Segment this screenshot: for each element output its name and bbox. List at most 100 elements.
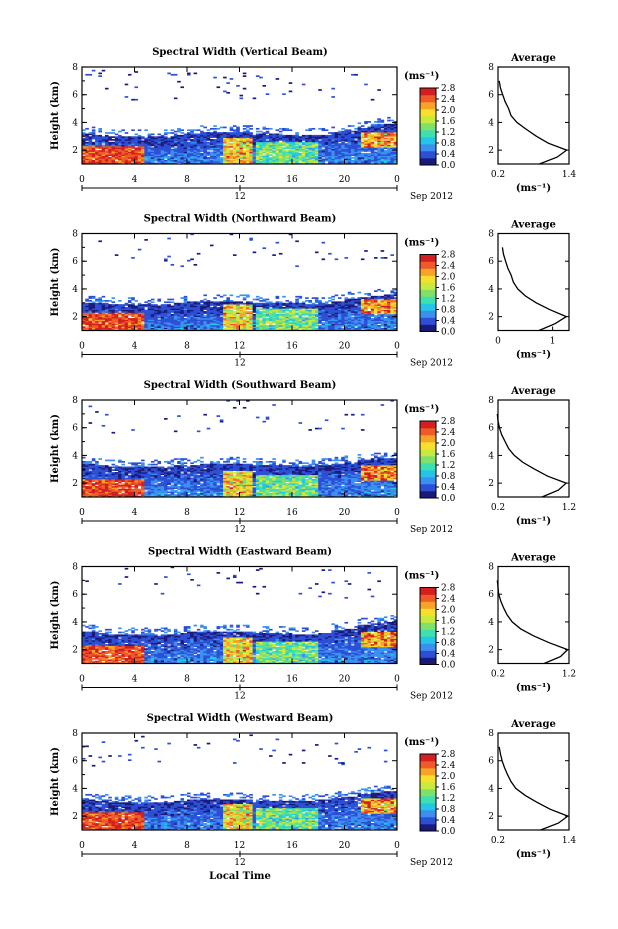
heatmap-cell (137, 143, 142, 145)
heatmap-cell (193, 313, 198, 316)
heatmap-cell (242, 134, 247, 137)
heatmap-cell (82, 315, 86, 317)
heatmap-cell (131, 477, 135, 480)
heatmap-cell (91, 463, 96, 466)
heatmap-cell (137, 145, 142, 148)
heatmap-cell (265, 148, 270, 151)
heatmap-cell (337, 308, 342, 311)
heatmap-cell (321, 143, 326, 145)
heatmap-cell (298, 308, 303, 311)
heatmap-cell (108, 490, 112, 492)
heatmap-cell (239, 132, 244, 134)
heatmap-cell (370, 305, 375, 308)
heatmap-cell (298, 145, 303, 148)
heatmap-cell (236, 148, 240, 151)
heatmap-cell (157, 322, 162, 324)
heatmap-cell (246, 134, 250, 137)
heatmap-cell (354, 143, 358, 145)
heatmap-cell (118, 155, 122, 158)
heatmap-cell (108, 319, 112, 322)
heatmap-cell (121, 306, 125, 309)
heatmap-cell (318, 140, 322, 143)
heatmap-cell (252, 318, 257, 320)
heatmap-cell (167, 308, 171, 311)
heatmap-cell (364, 136, 368, 138)
heatmap-cell (193, 141, 198, 144)
average-y-tick-label: 6 (488, 257, 494, 267)
heatmap-cell (354, 319, 358, 322)
heatmap-cell (246, 155, 250, 158)
heatmap-cell (318, 134, 322, 137)
heatmap-cell (131, 467, 135, 470)
heatmap-cell (236, 315, 240, 317)
heatmap-cell (124, 478, 129, 481)
heatmap-cell (180, 136, 185, 138)
heatmap-cell (111, 132, 116, 134)
heatmap-cell (246, 125, 250, 127)
heatmap-cell (331, 151, 335, 154)
heatmap-cell (262, 136, 267, 138)
heatmap-cell (164, 312, 168, 315)
heatmap-cell (104, 318, 109, 320)
heatmap-cell (209, 318, 214, 320)
heatmap-cell (347, 302, 352, 305)
heatmap-cell (183, 136, 188, 138)
heatmap-cell (334, 316, 339, 319)
heatmap-cell (367, 139, 372, 141)
heatmap-cell (344, 318, 349, 320)
heatmap-cell (164, 152, 168, 155)
heatmap-cell (144, 129, 148, 132)
colorbar-swatch (420, 158, 436, 166)
heatmap-cell (134, 313, 139, 316)
heatmap-cell (364, 145, 368, 148)
heatmap-cell (390, 136, 395, 138)
heatmap-cell (393, 301, 398, 304)
heatmap-cell (88, 460, 93, 463)
heatmap-cell (190, 320, 194, 323)
heatmap-cell (223, 132, 227, 134)
heatmap-cell (108, 145, 112, 148)
heatmap-cell (121, 316, 125, 319)
heatmap-cell (98, 470, 102, 473)
heatmap-cell (196, 161, 201, 163)
heatmap-cell (374, 305, 378, 308)
colorbar-swatch (420, 123, 436, 131)
heatmap-cell (118, 327, 122, 330)
heatmap-cell (295, 308, 299, 311)
heatmap-cell (196, 326, 201, 329)
heatmap-cell (298, 327, 303, 330)
heatmap-cell (275, 147, 280, 150)
heatmap-cell (203, 157, 207, 159)
heatmap-cell (157, 316, 162, 319)
heatmap-cell (321, 308, 326, 311)
heatmap-cell (344, 323, 349, 326)
heatmap-cell (347, 326, 352, 329)
heatmap-cell (328, 308, 332, 311)
heatmap-cell (249, 144, 253, 147)
heatmap-cell (246, 137, 250, 140)
heatmap-cell (111, 129, 116, 132)
heatmap-cell (88, 483, 93, 485)
heatmap-cell (226, 324, 230, 327)
heatmap-cell (190, 134, 194, 137)
heatmap-cell (334, 157, 339, 159)
heatmap-cell (223, 155, 227, 158)
heatmap-cell (347, 327, 352, 330)
heatmap-cell (282, 306, 286, 309)
heatmap-cell (134, 306, 139, 309)
heatmap-cell (118, 161, 122, 163)
average-y-tick-label: 8 (488, 63, 494, 73)
heatmap-cell (393, 291, 398, 294)
heatmap-cell (298, 157, 303, 159)
heatmap-cell (344, 301, 349, 304)
heatmap-cell (108, 148, 112, 151)
heatmap-cell (196, 302, 201, 305)
heatmap-cell (131, 309, 135, 312)
heatmap-cell (118, 476, 122, 478)
heatmap-cell (226, 313, 230, 316)
heatmap-cell (246, 132, 250, 134)
heatmap-cell (393, 134, 398, 137)
heatmap-cell (187, 327, 191, 330)
heatmap-cell (85, 473, 89, 476)
heatmap-cell (374, 147, 378, 150)
